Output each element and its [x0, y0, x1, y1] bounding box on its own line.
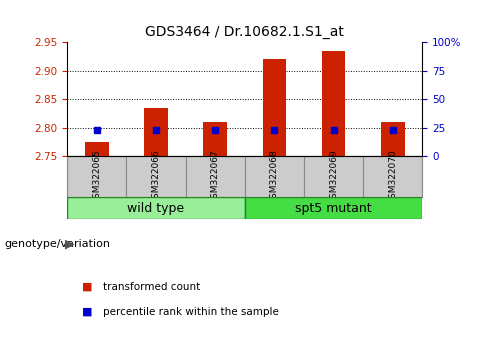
Bar — [304, 156, 363, 197]
Bar — [363, 156, 422, 197]
Bar — [381, 122, 405, 156]
Text: GSM322070: GSM322070 — [388, 149, 397, 204]
Text: ■: ■ — [82, 307, 92, 316]
Bar — [67, 197, 245, 219]
Bar — [85, 142, 108, 156]
Bar — [144, 108, 168, 156]
Text: transformed count: transformed count — [103, 282, 201, 292]
Text: spt5 mutant: spt5 mutant — [295, 202, 372, 215]
Bar — [186, 156, 245, 197]
Title: GDS3464 / Dr.10682.1.S1_at: GDS3464 / Dr.10682.1.S1_at — [145, 25, 344, 39]
Text: GSM322067: GSM322067 — [211, 149, 220, 204]
Bar — [67, 156, 126, 197]
Text: GSM322069: GSM322069 — [329, 149, 338, 204]
Text: GSM322066: GSM322066 — [152, 149, 160, 204]
Bar — [126, 156, 186, 197]
Bar — [322, 51, 346, 156]
Bar — [245, 197, 422, 219]
Text: percentile rank within the sample: percentile rank within the sample — [103, 307, 279, 316]
Bar — [245, 156, 304, 197]
Bar — [263, 59, 286, 156]
Text: ■: ■ — [82, 282, 92, 292]
Text: genotype/variation: genotype/variation — [5, 239, 111, 249]
Text: GSM322068: GSM322068 — [270, 149, 279, 204]
Text: wild type: wild type — [127, 202, 185, 215]
Text: GSM322065: GSM322065 — [92, 149, 101, 204]
Bar — [204, 122, 227, 156]
Text: ▶: ▶ — [65, 238, 74, 251]
